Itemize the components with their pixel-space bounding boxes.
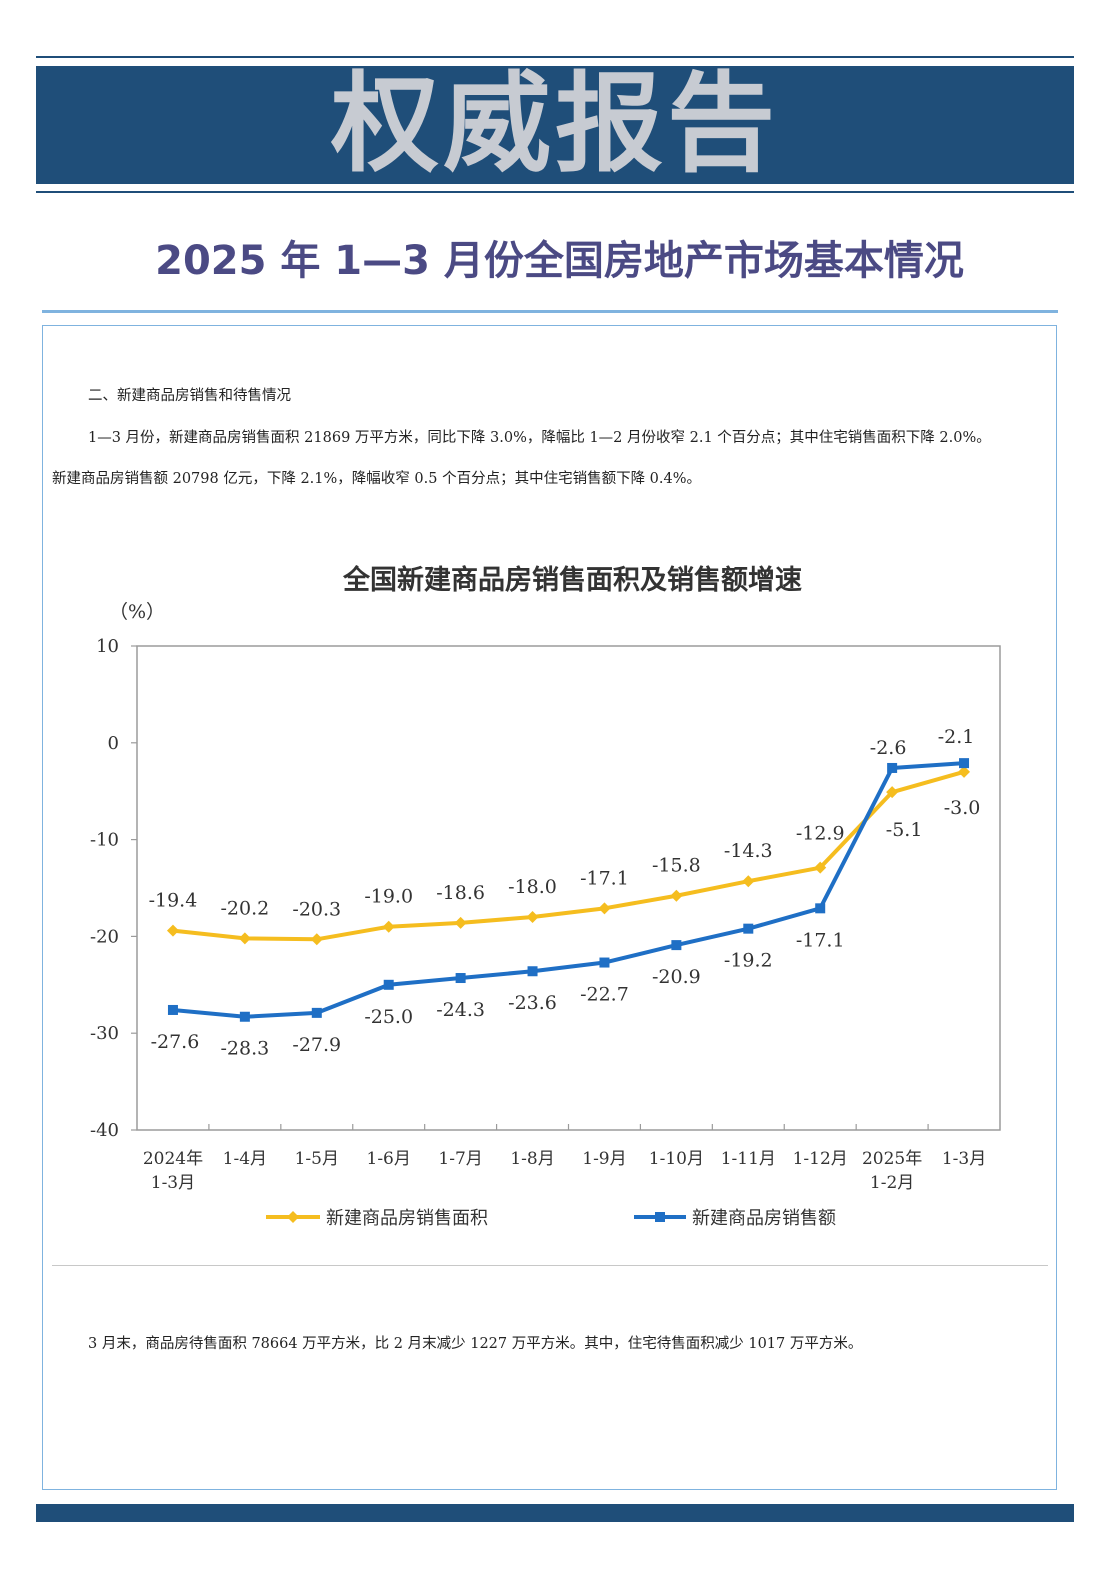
banner-title: 权威报告 <box>330 62 779 187</box>
data-point-sales-amount <box>455 973 466 984</box>
x-tick-label: 2024年 1-3月 <box>143 1149 203 1193</box>
title-rule <box>42 310 1058 313</box>
top-rule <box>36 56 1074 58</box>
legend-marker-sales-amount <box>655 1212 665 1222</box>
data-point-sales-amount <box>959 758 970 769</box>
legend-label-sales-area: 新建商品房销售面积 <box>326 1208 488 1229</box>
y-tick-label: -40 <box>90 1120 119 1141</box>
data-point-sales-area <box>958 765 971 778</box>
y-tick-label: -30 <box>90 1023 119 1044</box>
data-point-sales-amount <box>527 966 538 977</box>
data-label-sales-area: -18.0 <box>508 876 557 898</box>
data-point-sales-area <box>526 911 539 924</box>
y-axis-unit: （%） <box>109 601 165 623</box>
x-tick-label: 1-6月 <box>367 1149 411 1169</box>
data-point-sales-amount <box>167 1004 178 1015</box>
data-point-sales-amount <box>239 1011 250 1022</box>
x-tick-label: 1-9月 <box>582 1149 626 1169</box>
chart-title: 全国新建商品房销售面积及销售额增速 <box>343 565 802 596</box>
data-point-sales-area <box>598 902 611 915</box>
y-tick-label: -10 <box>90 830 119 851</box>
data-label-sales-area: -19.4 <box>149 890 198 912</box>
data-label-sales-area: -17.1 <box>580 867 629 889</box>
legend-label-sales-amount: 新建商品房销售额 <box>692 1208 836 1229</box>
x-tick-label: 1-8月 <box>510 1149 554 1169</box>
data-label-sales-amount: -17.1 <box>796 929 845 951</box>
data-label-sales-area: -19.0 <box>364 886 413 908</box>
x-tick-label: 1-10月 <box>649 1149 704 1169</box>
data-point-sales-amount <box>599 957 610 968</box>
data-point-sales-amount <box>671 940 682 951</box>
data-point-sales-area <box>454 916 467 929</box>
data-label-sales-amount: -27.9 <box>292 1034 341 1056</box>
data-point-sales-area <box>310 933 323 946</box>
stock-paragraph: 3 月末，商品房待售面积 78664 万平方米，比 2 月末减少 1227 万平… <box>88 1336 863 1352</box>
line-chart: （%） 10 0 -10 -20 -30 -40 2024年 1-3月 1-4月 1-5月 1-6… <box>90 601 1001 1229</box>
x-tick-label: 1-11月 <box>721 1149 776 1169</box>
data-point-sales-amount <box>383 979 394 990</box>
data-point-sales-area <box>814 861 827 874</box>
series-line-sales-area <box>172 769 965 942</box>
data-label-sales-amount: -22.7 <box>580 984 629 1006</box>
data-point-sales-area <box>238 932 251 945</box>
content-frame <box>42 325 1057 1490</box>
data-label-sales-area: -14.3 <box>724 840 773 862</box>
x-tick-label: 1-7月 <box>438 1149 482 1169</box>
data-point-sales-area <box>166 924 179 937</box>
x-tick-label: 1-12月 <box>793 1149 848 1169</box>
data-label-sales-area: -12.9 <box>796 823 845 845</box>
data-label-sales-area: -18.6 <box>436 882 485 904</box>
body-paragraph-line-1: 1—3 月份，新建商品房销售面积 21869 万平方米，同比下降 3.0%，降幅… <box>88 430 991 446</box>
series-line-sales-amount <box>172 761 965 1019</box>
data-point-sales-area <box>382 920 395 933</box>
data-label-sales-amount: -23.6 <box>508 992 557 1014</box>
y-tick-label: -20 <box>90 926 119 947</box>
data-label-sales-area: -20.2 <box>221 897 270 919</box>
x-tick-label: 1-4月 <box>223 1149 267 1169</box>
data-label-sales-area: -15.8 <box>652 855 701 877</box>
data-label-sales-amount: -19.2 <box>724 950 773 972</box>
y-tick-label: 0 <box>108 733 119 754</box>
section-heading: 二、新建商品房销售和待售情况 <box>88 388 291 404</box>
banner-underline <box>36 191 1074 193</box>
report-title: 2025 年 1—3 月份全国房地产市场基本情况 <box>155 238 964 284</box>
x-tick-label: 1-5月 <box>295 1149 339 1169</box>
x-tick-label: 1-3月 <box>942 1149 986 1169</box>
header-banner: 权威报告 <box>36 66 1074 184</box>
data-point-sales-area <box>670 889 683 902</box>
legend-marker-sales-area <box>287 1211 299 1223</box>
data-label-sales-amount: -20.9 <box>652 966 701 988</box>
x-tick-label: 2025年 1-2月 <box>862 1149 922 1193</box>
data-label-sales-amount: -24.3 <box>436 999 485 1021</box>
data-label-sales-area: -5.1 <box>886 819 923 841</box>
data-label-sales-amount: -27.6 <box>151 1031 200 1053</box>
data-label-sales-amount: -25.0 <box>364 1006 413 1028</box>
data-point-sales-amount <box>743 923 754 934</box>
data-point-sales-area <box>742 875 755 888</box>
data-label-sales-amount: -28.3 <box>221 1038 270 1060</box>
footer-bar <box>36 1504 1074 1522</box>
data-label-sales-area: -3.0 <box>944 797 981 819</box>
data-point-sales-area <box>886 786 899 799</box>
data-point-sales-amount <box>815 903 826 914</box>
data-label-sales-amount: -2.1 <box>938 726 975 748</box>
data-label-sales-area: -20.3 <box>292 898 341 920</box>
data-point-sales-amount <box>311 1007 322 1018</box>
y-tick-label: 10 <box>96 636 119 657</box>
section-separator <box>52 1265 1048 1266</box>
data-point-sales-amount <box>887 762 898 773</box>
body-paragraph-line-2: 新建商品房销售额 20798 亿元，下降 2.1%，降幅收窄 0.5 个百分点；… <box>52 471 702 487</box>
data-label-sales-amount: -2.6 <box>870 737 907 759</box>
